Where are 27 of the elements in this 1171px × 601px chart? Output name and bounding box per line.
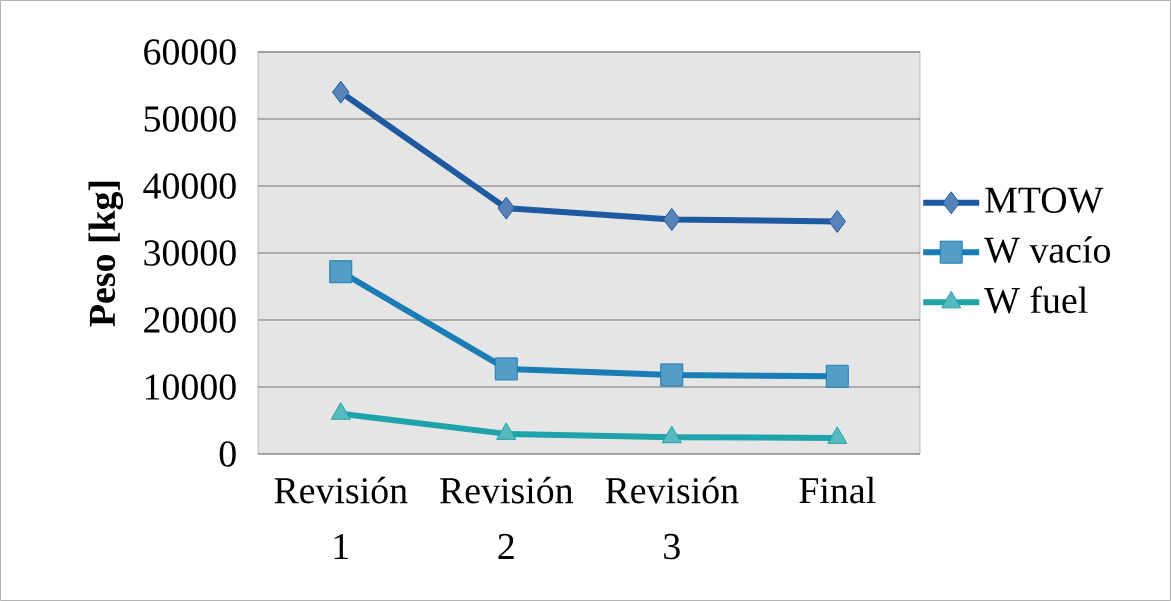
point xyxy=(497,196,516,220)
legend-label: W vacío xyxy=(984,236,1110,264)
y-tick-label: 40000 xyxy=(143,173,236,199)
x-tick-label: Revisión 1 xyxy=(274,476,408,559)
point xyxy=(661,425,682,444)
x-tick-label: Revisión 3 xyxy=(605,476,739,560)
point xyxy=(329,260,353,284)
point xyxy=(827,426,848,444)
y-tick-label: 60000 xyxy=(144,39,236,65)
y-tick-label: 10000 xyxy=(145,374,236,400)
legend-label: MTOW xyxy=(985,187,1104,214)
point xyxy=(660,363,684,387)
x-tick-label: Final xyxy=(799,476,876,504)
y-axis-title: Peso [kg] xyxy=(88,181,124,327)
point xyxy=(828,210,847,233)
y-tick-label: 20000 xyxy=(144,307,236,333)
point xyxy=(825,364,849,388)
point xyxy=(663,207,681,231)
y-tick-label: 30000 xyxy=(144,240,236,266)
y-tick-label: 50000 xyxy=(144,106,236,132)
x-tick-label: Revisión 2 xyxy=(440,476,573,559)
y-tick-label: 0 xyxy=(219,441,236,467)
point xyxy=(332,80,350,104)
point xyxy=(330,402,351,420)
point xyxy=(494,357,518,381)
legend-label: W fuel xyxy=(984,286,1088,314)
point xyxy=(496,422,517,440)
